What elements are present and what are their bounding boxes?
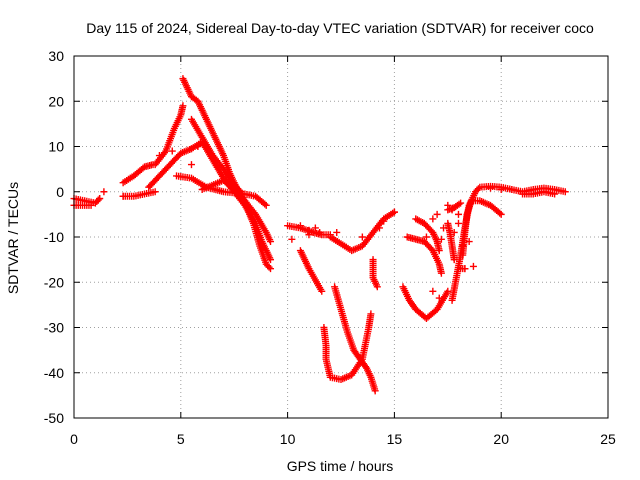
data-point xyxy=(455,200,463,208)
y-tick-label: 20 xyxy=(48,93,64,109)
data-point xyxy=(444,201,452,209)
y-tick-label: 30 xyxy=(48,48,64,64)
data-point xyxy=(151,188,159,196)
x-tick-label: 10 xyxy=(280,431,296,447)
data-point xyxy=(267,265,275,273)
data-point xyxy=(450,228,458,236)
y-tick-label: 0 xyxy=(56,184,64,200)
data-point xyxy=(262,201,270,209)
data-point xyxy=(168,147,176,155)
data-point xyxy=(444,287,452,295)
y-tick-label: -10 xyxy=(44,229,64,245)
data-point xyxy=(437,235,445,243)
y-tick-label: -50 xyxy=(44,410,64,426)
data-point xyxy=(96,195,104,203)
data-point xyxy=(390,208,398,216)
data-point xyxy=(261,200,269,208)
data-point xyxy=(422,233,430,241)
data-point xyxy=(457,199,465,207)
data-point xyxy=(87,201,95,209)
data-point xyxy=(561,188,569,196)
y-tick-label: 10 xyxy=(48,139,64,155)
data-point xyxy=(119,192,127,200)
data-point xyxy=(187,161,195,169)
data-point xyxy=(469,262,477,270)
data-point xyxy=(461,265,469,273)
data-point xyxy=(440,224,448,232)
data-point xyxy=(497,210,505,218)
data-point xyxy=(448,206,456,214)
y-tick-label: -20 xyxy=(44,274,64,290)
data-point xyxy=(371,387,379,395)
data-point xyxy=(429,287,437,295)
data-point xyxy=(437,269,445,277)
x-axis-label: GPS time / hours xyxy=(287,458,394,474)
data-point xyxy=(358,233,366,241)
x-tick-label: 20 xyxy=(493,431,509,447)
data-point xyxy=(459,242,467,250)
data-point xyxy=(367,310,375,318)
data-point xyxy=(267,238,275,246)
y-axis-label: SDTVAR / TECUs xyxy=(5,182,21,294)
data-point xyxy=(551,190,559,198)
data-point xyxy=(487,184,495,192)
chart-title: Day 115 of 2024, Sidereal Day-to-day VTE… xyxy=(86,20,594,36)
data-point xyxy=(497,185,505,193)
data-point xyxy=(454,219,462,227)
data-point xyxy=(380,217,388,225)
data-points xyxy=(70,75,569,395)
data-point xyxy=(435,294,443,302)
x-tick-label: 25 xyxy=(600,431,616,447)
x-tick-label: 5 xyxy=(177,431,185,447)
data-point xyxy=(296,222,304,230)
grid xyxy=(74,56,608,418)
data-point xyxy=(496,209,504,217)
y-tick-label: -40 xyxy=(44,365,64,381)
data-point xyxy=(435,247,443,255)
data-point xyxy=(429,215,437,223)
data-point xyxy=(288,235,296,243)
x-tick-label: 0 xyxy=(70,431,78,447)
data-point xyxy=(194,143,202,150)
data-point xyxy=(316,228,324,236)
data-point xyxy=(305,231,313,239)
data-point xyxy=(265,263,273,271)
data-point xyxy=(433,210,441,218)
data-point xyxy=(318,287,326,295)
data-point xyxy=(333,228,341,236)
data-point xyxy=(465,238,473,246)
data-point xyxy=(94,196,102,204)
data-point xyxy=(155,152,163,160)
data-point xyxy=(454,210,462,218)
y-tick-label: -30 xyxy=(44,320,64,336)
data-point xyxy=(474,185,482,193)
data-point xyxy=(311,224,319,232)
data-point xyxy=(179,102,187,110)
data-point xyxy=(100,188,108,196)
data-point xyxy=(373,283,381,291)
x-tick-label: 15 xyxy=(387,431,403,447)
axis-ticks: 0 5 10 15 20 25 -50 -40 -30 -20 -10 0 10 20 30 xyxy=(44,48,616,447)
data-point xyxy=(375,224,383,232)
